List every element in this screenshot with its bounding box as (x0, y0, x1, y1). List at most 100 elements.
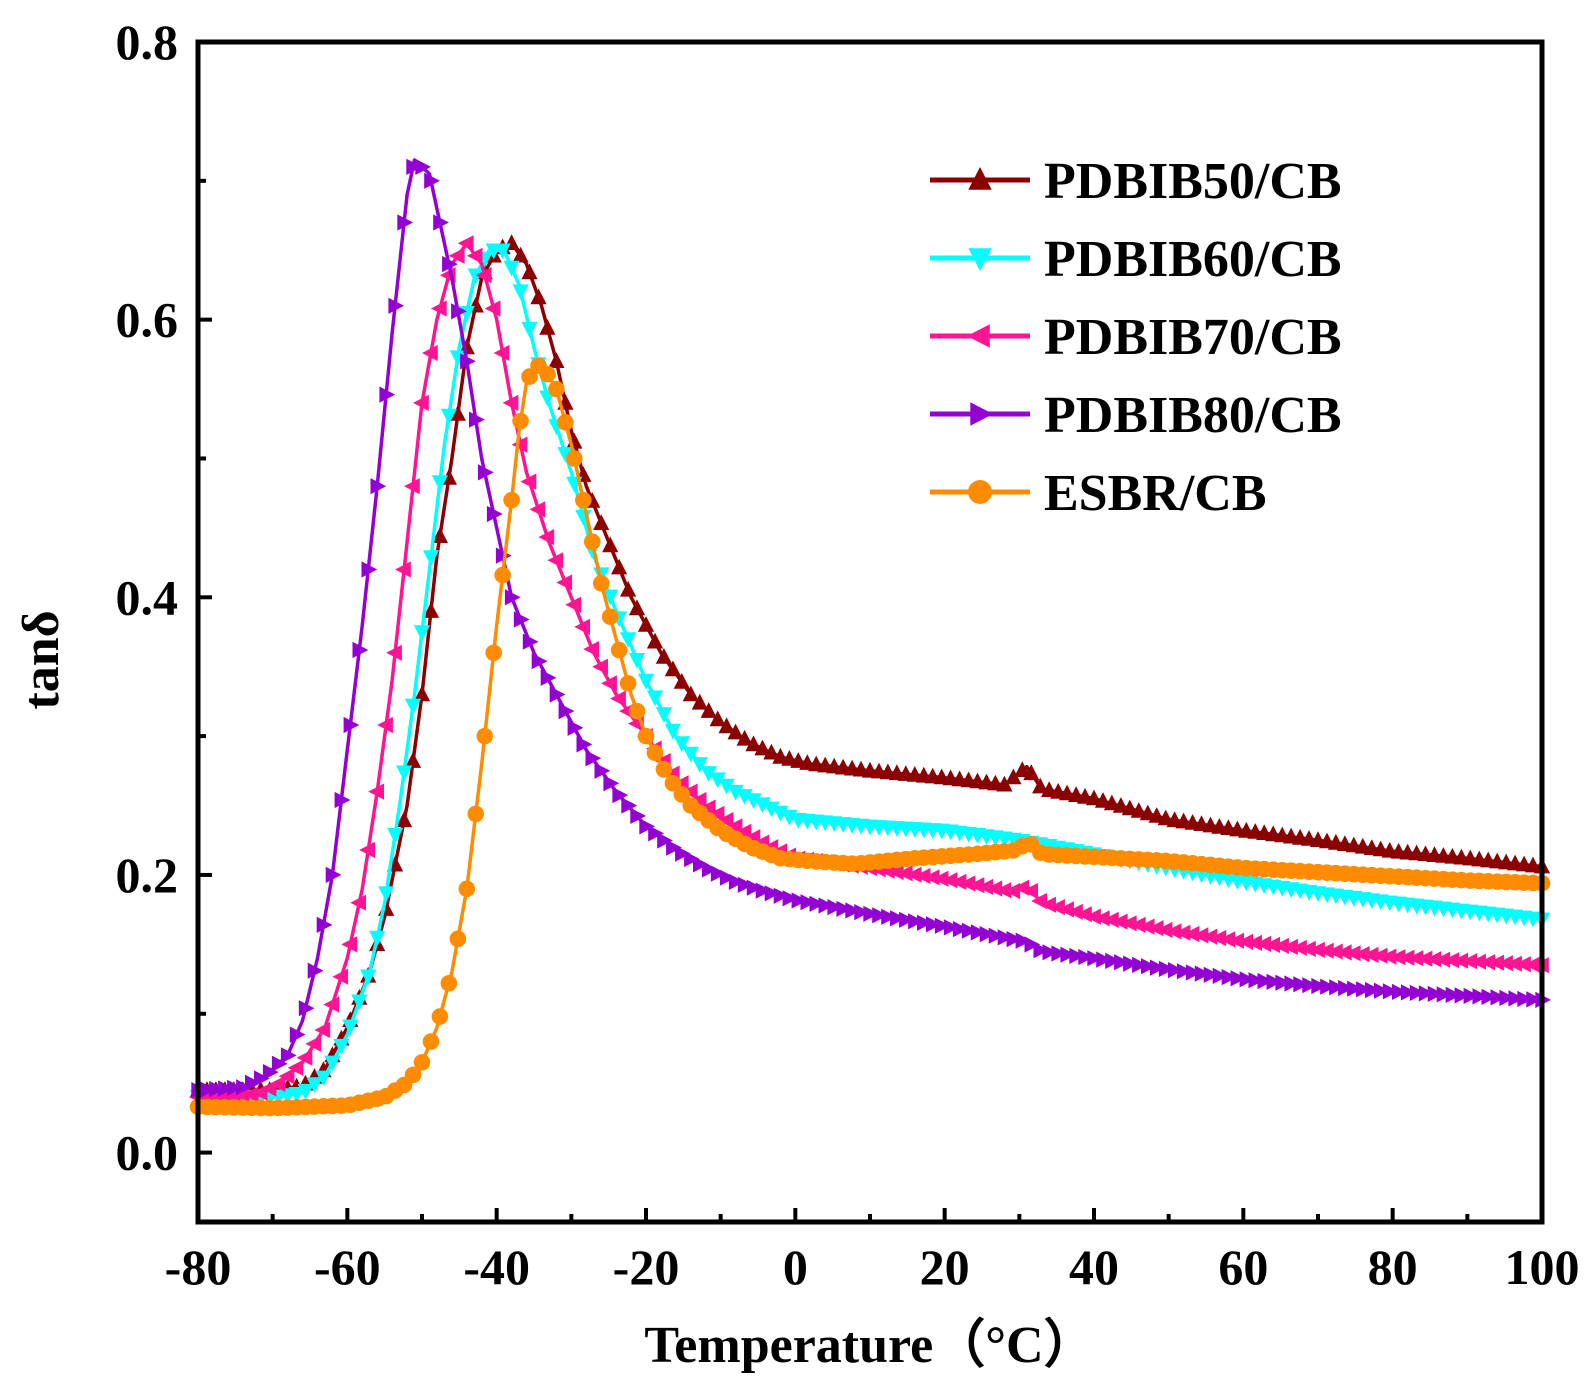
data-point-marker (932, 870, 949, 887)
data-point-marker (1418, 985, 1435, 1002)
data-point-marker (764, 885, 781, 902)
data-point-marker (583, 533, 601, 551)
data-point-marker (691, 757, 708, 773)
data-point-marker (1094, 910, 1110, 927)
data-point-marker (547, 552, 564, 569)
data-point-marker (637, 727, 655, 745)
data-point-marker (941, 872, 958, 889)
data-point-marker (1033, 942, 1050, 959)
y-tick-label: 0.2 (116, 847, 179, 903)
data-point-marker (413, 625, 431, 641)
data-point-marker (1121, 799, 1138, 816)
data-point-marker (494, 243, 511, 260)
data-point-marker (1443, 952, 1460, 969)
data-point-marker (404, 1066, 422, 1084)
data-point-marker (977, 878, 994, 895)
data-point-marker (484, 300, 501, 317)
data-point-marker (1210, 929, 1227, 947)
data-point-marker (557, 447, 574, 463)
data-point-marker (639, 818, 655, 835)
data-point-marker (558, 703, 575, 720)
data-point-marker (1416, 950, 1433, 967)
data-point-marker (352, 641, 369, 659)
data-point-marker (1058, 901, 1074, 918)
data-point-marker (557, 414, 574, 431)
data-point-marker (574, 618, 590, 635)
data-point-marker (460, 353, 476, 370)
x-tick-label: -80 (165, 1239, 232, 1295)
data-point-marker (1156, 921, 1173, 938)
data-point-marker (442, 256, 458, 273)
data-point-marker (1409, 984, 1426, 1001)
data-point-marker (280, 1047, 297, 1064)
data-point-marker (1087, 950, 1103, 967)
legend-label: ESBR/CB (1044, 465, 1267, 522)
data-point-marker (664, 660, 681, 677)
legend-item: PDBIB60/CB (930, 231, 1342, 288)
data-point-marker (926, 916, 942, 933)
data-point-marker (370, 478, 387, 495)
data-point-marker (673, 673, 690, 689)
data-point-marker (1374, 982, 1390, 999)
data-point-marker (1356, 981, 1372, 998)
data-point-marker (233, 1086, 250, 1104)
data-point-marker (342, 1019, 359, 1036)
data-point-marker (333, 1038, 350, 1055)
data-point-marker (549, 686, 566, 703)
data-point-marker (673, 736, 690, 753)
data-point-marker (979, 926, 996, 943)
data-point-marker (773, 887, 790, 904)
data-point-marker (708, 805, 725, 822)
data-point-marker (1042, 944, 1059, 961)
series-line (197, 241, 1543, 1099)
data-point-marker (1130, 802, 1147, 818)
data-point-marker (458, 880, 476, 898)
data-point-marker (1230, 970, 1247, 987)
data-point-marker (628, 599, 646, 616)
x-tick-label: 60 (1218, 1239, 1268, 1295)
data-point-marker (1076, 906, 1092, 923)
data-point-marker (970, 924, 987, 941)
data-point-marker (782, 890, 799, 907)
data-point-marker (1141, 958, 1157, 975)
data-point-marker (655, 761, 673, 778)
data-point-marker (896, 865, 913, 882)
data-point-marker (451, 303, 467, 320)
data-point-marker (466, 247, 483, 264)
data-point-marker (1335, 944, 1352, 961)
data-point-marker (494, 566, 511, 584)
data-point-marker (1264, 936, 1280, 953)
data-point-marker (404, 698, 422, 715)
data-point-marker (1365, 981, 1381, 999)
legend-item: PDBIB70/CB (930, 309, 1342, 366)
data-point-marker (332, 968, 349, 985)
data-point-marker (1132, 956, 1148, 973)
data-point-marker (628, 702, 646, 720)
data-point-marker (1085, 908, 1101, 925)
data-point-marker (610, 641, 628, 659)
data-point-marker (1176, 963, 1193, 980)
data-point-marker (648, 825, 664, 842)
data-point-marker (800, 894, 817, 911)
data-point-marker (511, 436, 528, 453)
data-point-marker (666, 839, 682, 856)
series-esbr-cb (189, 357, 1551, 1117)
data-point-marker (493, 344, 510, 362)
data-point-marker (736, 729, 753, 746)
data-point-marker (218, 1080, 234, 1097)
data-point-marker (1248, 972, 1265, 989)
data-point-marker (657, 832, 673, 849)
data-point-marker (673, 786, 691, 803)
data-point-marker (1203, 966, 1220, 983)
data-point-marker (245, 1074, 261, 1091)
data-point-marker (718, 778, 735, 795)
data-point-marker (1320, 978, 1336, 995)
data-point-marker (512, 246, 529, 263)
data-point-marker (1427, 985, 1444, 1002)
data-point-marker (548, 352, 565, 368)
data-point-marker (646, 744, 664, 762)
data-point-marker (1212, 967, 1229, 984)
data-point-marker (583, 641, 599, 658)
data-point-marker (404, 752, 422, 768)
